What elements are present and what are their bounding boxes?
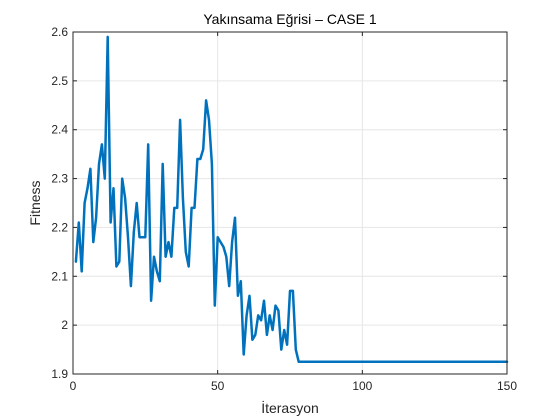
axis-ticks <box>72 31 508 375</box>
y-tick-label: 1.9 <box>51 367 68 381</box>
y-tick-label: 2 <box>61 318 68 332</box>
x-tick-label: 150 <box>497 379 517 393</box>
x-tick-label: 50 <box>211 379 225 393</box>
x-axis-label: İterasyon <box>261 399 319 416</box>
plot-frame <box>72 31 508 375</box>
x-tick-label: 100 <box>352 379 372 393</box>
chart-title: Yakınsama Eğrisi – CASE 1 <box>203 11 376 27</box>
y-tick-label: 2.6 <box>51 25 68 39</box>
y-tick-label: 2.2 <box>51 220 68 234</box>
y-tick-label: 2.5 <box>51 74 68 88</box>
tick-labels: 0 50 100 150 1.9 2 2.1 2.2 2.3 2.4 2.5 2.6 <box>51 25 517 393</box>
series-layer <box>74 35 509 364</box>
y-tick-label: 2.3 <box>51 172 68 186</box>
y-tick-label: 2.1 <box>51 269 68 283</box>
y-tick-label: 2.4 <box>51 123 68 137</box>
x-tick-label: 0 <box>70 379 77 393</box>
series-line <box>74 35 509 364</box>
y-axis-label: Fitness <box>27 180 43 225</box>
